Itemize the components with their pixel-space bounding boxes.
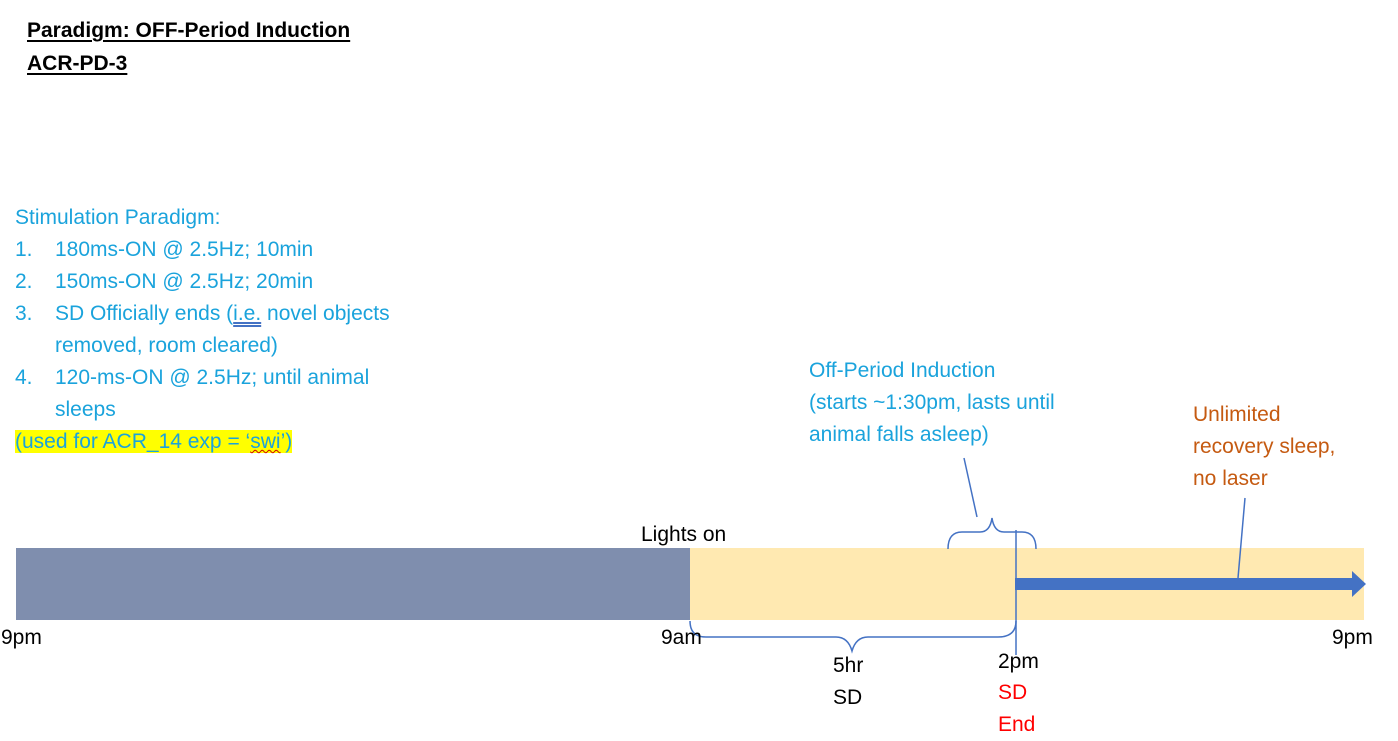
night-bar	[16, 548, 690, 620]
paradigm-code: ACR-PD-3	[27, 52, 128, 75]
step-item: 3. SD Officially ends (i.e. novel object…	[15, 298, 390, 362]
step-text-ie: i.e.	[233, 302, 262, 325]
sd-duration-brace	[689, 620, 1017, 654]
off-period-line: (starts ~1:30pm, lasts until	[809, 391, 1055, 414]
recovery-line: recovery sleep,	[1193, 435, 1336, 458]
lights-on-label: Lights on	[641, 523, 727, 546]
step-number: 2.	[15, 270, 33, 293]
off-period-annotation: Off-Period Induction (starts ~1:30pm, la…	[809, 355, 1055, 451]
step-number: 1.	[15, 238, 33, 261]
paradigm-title: Paradigm: OFF-Period Induction	[27, 19, 351, 42]
recovery-annotation: Unlimited recovery sleep, no laser	[1193, 399, 1335, 495]
off-period-line: Off-Period Induction	[809, 359, 996, 382]
tick-9am: 9am	[661, 626, 702, 649]
step-item: 4. 120-ms-ON @ 2.5Hz; until animal sleep…	[15, 362, 390, 426]
off-period-line: animal falls asleep)	[809, 423, 989, 446]
step-item: 2. 150ms-ON @ 2.5Hz; 20min	[15, 266, 390, 298]
tick-2pm: 2pm	[998, 650, 1039, 673]
step-text: 120-ms-ON @ 2.5Hz; until animal	[55, 366, 370, 389]
sd-duration-label: 5hr SD	[833, 650, 863, 714]
step-text-line2: removed, room cleared)	[55, 334, 278, 357]
note-post: ’)	[280, 430, 293, 453]
step-text-post: novel objects	[261, 302, 390, 325]
off-period-brace	[947, 517, 1037, 550]
step-text: 150ms-ON @ 2.5Hz; 20min	[55, 270, 314, 293]
step-text: 180ms-ON @ 2.5Hz; 10min	[55, 238, 314, 261]
step-text-line2: sleeps	[55, 398, 116, 421]
recovery-callout	[1237, 497, 1246, 579]
stimulation-heading: Stimulation Paradigm:	[15, 206, 221, 229]
tick-9pm-left: 9pm	[1, 626, 42, 649]
note-word: swi	[250, 430, 281, 453]
recovery-line: no laser	[1193, 467, 1268, 490]
sd-end-line-text: End	[998, 713, 1036, 736]
recovery-line: Unlimited	[1193, 403, 1281, 426]
tick-9pm-right: 9pm	[1332, 626, 1373, 649]
step-number: 4.	[15, 366, 33, 389]
highlighted-note: (used for ACR_14 exp = ‘swi’)	[15, 426, 390, 458]
stimulation-block: Stimulation Paradigm: 1. 180ms-ON @ 2.5H…	[15, 202, 390, 458]
step-text-pre: SD Officially ends (	[55, 302, 234, 325]
off-period-callout	[963, 457, 978, 518]
recovery-arrow-head	[1352, 571, 1366, 597]
note-pre: (used for ACR_14 exp = ‘	[15, 430, 251, 453]
recovery-arrow-shaft	[1015, 578, 1352, 590]
step-item: 1. 180ms-ON @ 2.5Hz; 10min	[15, 234, 390, 266]
step-number: 3.	[15, 302, 33, 325]
sd-end-label: SD End	[998, 677, 1035, 741]
sd-duration-line: SD	[833, 686, 863, 709]
stimulation-steps: 1. 180ms-ON @ 2.5Hz; 10min 2. 150ms-ON @…	[15, 234, 390, 426]
sd-end-line-text: SD	[998, 681, 1028, 704]
sd-duration-line: 5hr	[833, 654, 864, 677]
